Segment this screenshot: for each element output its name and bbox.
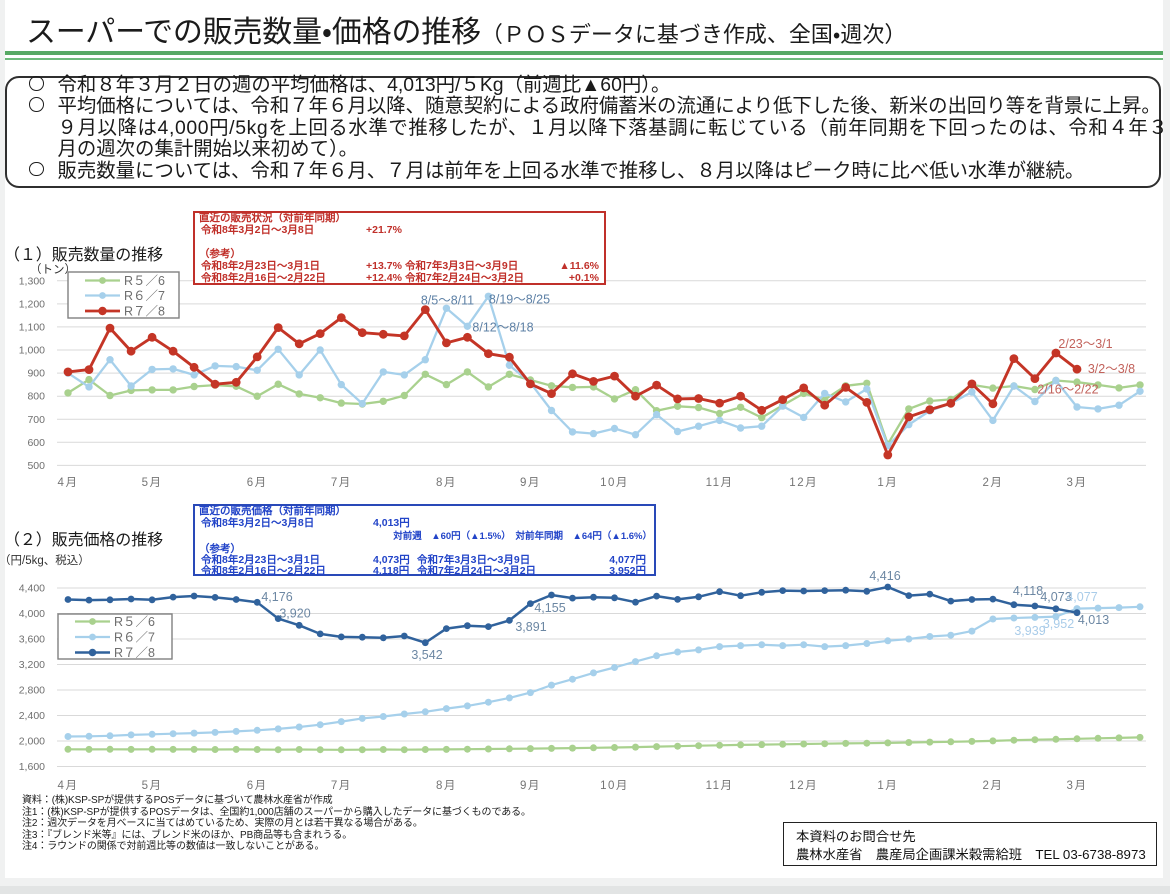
svg-text:4月: 4月 xyxy=(58,780,79,790)
svg-text:6月: 6月 xyxy=(247,477,268,489)
svg-text:3,952: 3,952 xyxy=(1043,617,1074,631)
svg-text:R５／6: R５／6 xyxy=(124,274,165,288)
svg-text:4,118: 4,118 xyxy=(1013,584,1043,598)
svg-text:4,400: 4,400 xyxy=(19,583,45,595)
svg-text:4,073: 4,073 xyxy=(1040,590,1071,604)
svg-text:2,800: 2,800 xyxy=(19,685,45,697)
svg-text:1,300: 1,300 xyxy=(19,275,45,287)
svg-text:8/5～8/11: 8/5～8/11 xyxy=(421,294,474,308)
svg-text:1月: 1月 xyxy=(877,780,898,790)
svg-text:5月: 5月 xyxy=(142,780,163,790)
svg-text:4,077: 4,077 xyxy=(1066,590,1097,604)
svg-text:700: 700 xyxy=(27,414,45,426)
svg-text:4,155: 4,155 xyxy=(534,601,565,615)
svg-text:3,542: 3,542 xyxy=(411,648,442,662)
svg-text:1,200: 1,200 xyxy=(19,298,45,310)
svg-text:500: 500 xyxy=(27,460,45,472)
svg-text:4,013: 4,013 xyxy=(1078,613,1109,627)
svg-text:7月: 7月 xyxy=(331,477,352,489)
svg-text:800: 800 xyxy=(27,391,45,403)
svg-text:1月: 1月 xyxy=(877,477,898,489)
svg-text:7月: 7月 xyxy=(331,780,352,790)
svg-text:2/23～3/1: 2/23～3/1 xyxy=(1058,337,1112,351)
svg-text:3,920: 3,920 xyxy=(279,607,310,621)
svg-text:2/16～2/22: 2/16～2/22 xyxy=(1037,383,1098,397)
svg-text:1,000: 1,000 xyxy=(19,345,45,357)
svg-text:R５／6: R５／6 xyxy=(114,615,155,629)
svg-text:8月: 8月 xyxy=(436,780,457,790)
svg-text:8月: 8月 xyxy=(436,477,457,489)
svg-text:11月: 11月 xyxy=(706,780,734,790)
svg-text:4,416: 4,416 xyxy=(869,569,900,583)
svg-text:11月: 11月 xyxy=(706,477,734,489)
svg-text:3/2～3/8: 3/2～3/8 xyxy=(1088,362,1135,376)
svg-text:R７／8: R７／8 xyxy=(114,646,155,660)
svg-text:2,000: 2,000 xyxy=(19,736,45,748)
svg-text:9月: 9月 xyxy=(520,477,541,489)
svg-text:3,891: 3,891 xyxy=(515,620,546,634)
svg-text:R６／7: R６／7 xyxy=(124,289,165,303)
svg-text:5月: 5月 xyxy=(142,477,163,489)
svg-text:900: 900 xyxy=(27,368,45,380)
svg-text:1,100: 1,100 xyxy=(19,321,45,333)
svg-text:3,600: 3,600 xyxy=(19,634,45,646)
svg-text:2月: 2月 xyxy=(982,780,1003,790)
svg-text:2,400: 2,400 xyxy=(19,710,45,722)
svg-text:8/19～8/25: 8/19～8/25 xyxy=(489,292,550,306)
svg-text:3月: 3月 xyxy=(1067,780,1088,790)
svg-text:4,000: 4,000 xyxy=(19,608,45,620)
svg-text:3月: 3月 xyxy=(1067,477,1088,489)
svg-text:12月: 12月 xyxy=(789,780,818,790)
svg-text:10月: 10月 xyxy=(600,477,629,489)
svg-text:12月: 12月 xyxy=(789,477,818,489)
svg-text:8/12～8/18: 8/12～8/18 xyxy=(472,321,533,335)
svg-text:9月: 9月 xyxy=(520,780,541,790)
svg-text:10月: 10月 xyxy=(600,780,629,790)
svg-text:2月: 2月 xyxy=(982,477,1003,489)
svg-text:3,200: 3,200 xyxy=(19,659,45,671)
svg-text:R６／7: R６／7 xyxy=(114,631,155,645)
svg-text:4月: 4月 xyxy=(58,477,79,489)
svg-text:4,176: 4,176 xyxy=(261,590,292,604)
svg-text:6月: 6月 xyxy=(247,780,268,790)
svg-text:1,600: 1,600 xyxy=(19,761,45,773)
svg-text:3,939: 3,939 xyxy=(1014,624,1045,638)
svg-text:R７／8: R７／8 xyxy=(124,305,165,319)
svg-text:600: 600 xyxy=(27,437,45,449)
